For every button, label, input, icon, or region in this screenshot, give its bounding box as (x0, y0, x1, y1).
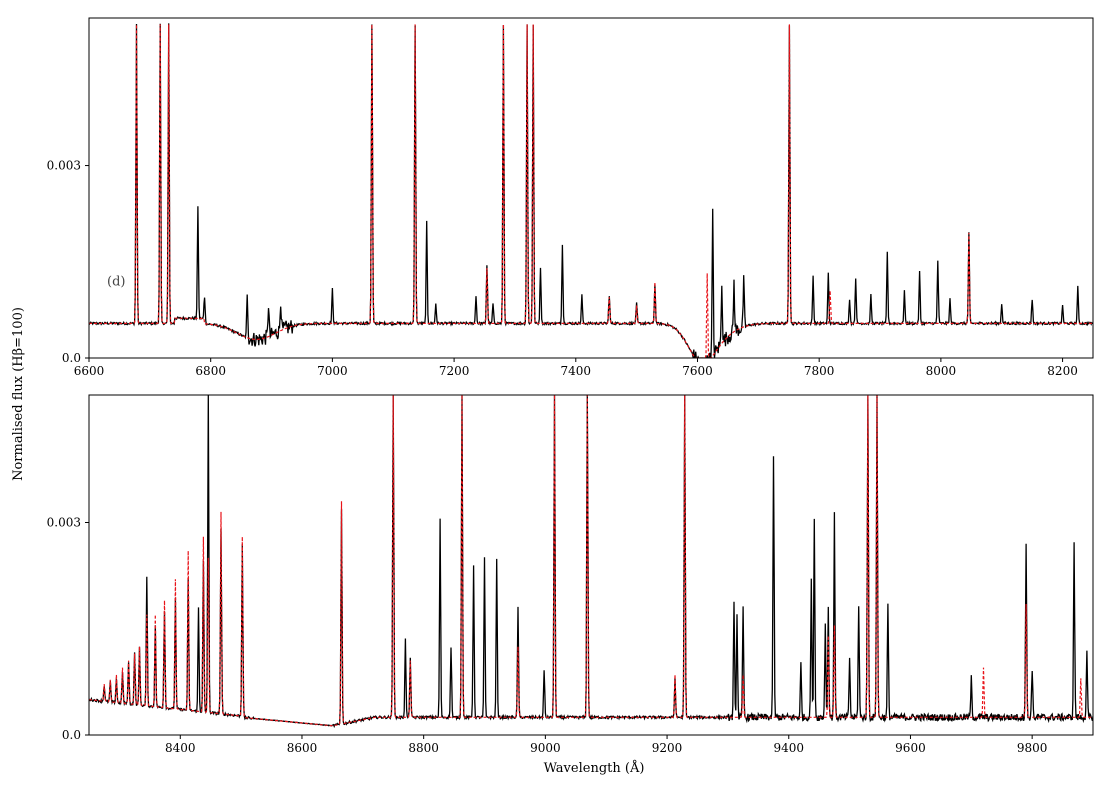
y-tick-label: 0.003 (47, 516, 81, 530)
panel-top: 6600 6800 7000 7200 7400 7600 7800 8000 82000.00… (47, 17, 1094, 378)
x-tick-label: 7000 (317, 364, 348, 378)
x-tick-label: 6600 (74, 364, 105, 378)
observed-spectrum-line (89, 395, 1093, 729)
x-tick-label: 7600 (682, 364, 713, 378)
x-tick-label: 9600 (895, 741, 926, 755)
y-tick-label: 0.003 (47, 159, 81, 173)
axes-frame (88, 394, 1094, 736)
plot-area (89, 23, 1093, 358)
x-axis-title: Wavelength (Å) (544, 760, 645, 776)
x-tick-label: 9800 (1017, 741, 1048, 755)
x-tick-label: 8800 (408, 741, 439, 755)
y-tick-label: 0.0 (62, 351, 81, 365)
plot-area (89, 395, 1093, 729)
y-axis-title: Normalised flux (Hβ=100) (11, 307, 26, 481)
x-tick-label: 9000 (530, 741, 561, 755)
x-tick-label: 8600 (287, 741, 318, 755)
observed-spectrum-line (89, 23, 1093, 358)
x-tick-label: 7800 (804, 364, 835, 378)
x-tick-label: 8000 (926, 364, 957, 378)
model-spectrum-line (89, 24, 1093, 358)
x-tick-label: 7200 (439, 364, 470, 378)
y-tick-label: 0.0 (62, 728, 81, 742)
x-tick-label: 7400 (561, 364, 592, 378)
x-tick-label: 6800 (195, 364, 226, 378)
axes-frame (88, 17, 1094, 359)
x-tick-label: 9200 (652, 741, 683, 755)
x-tick-label: 8200 (1047, 364, 1078, 378)
panel-bottom: 8400 8600 8800 9000 9200 9400 9600 9800 0.0 0.003 (47, 394, 1094, 755)
x-tick-label: 9400 (773, 741, 804, 755)
model-spectrum-line (89, 395, 1093, 727)
panel-annotation: (d) (107, 275, 125, 290)
x-tick-label: 8400 (165, 741, 196, 755)
